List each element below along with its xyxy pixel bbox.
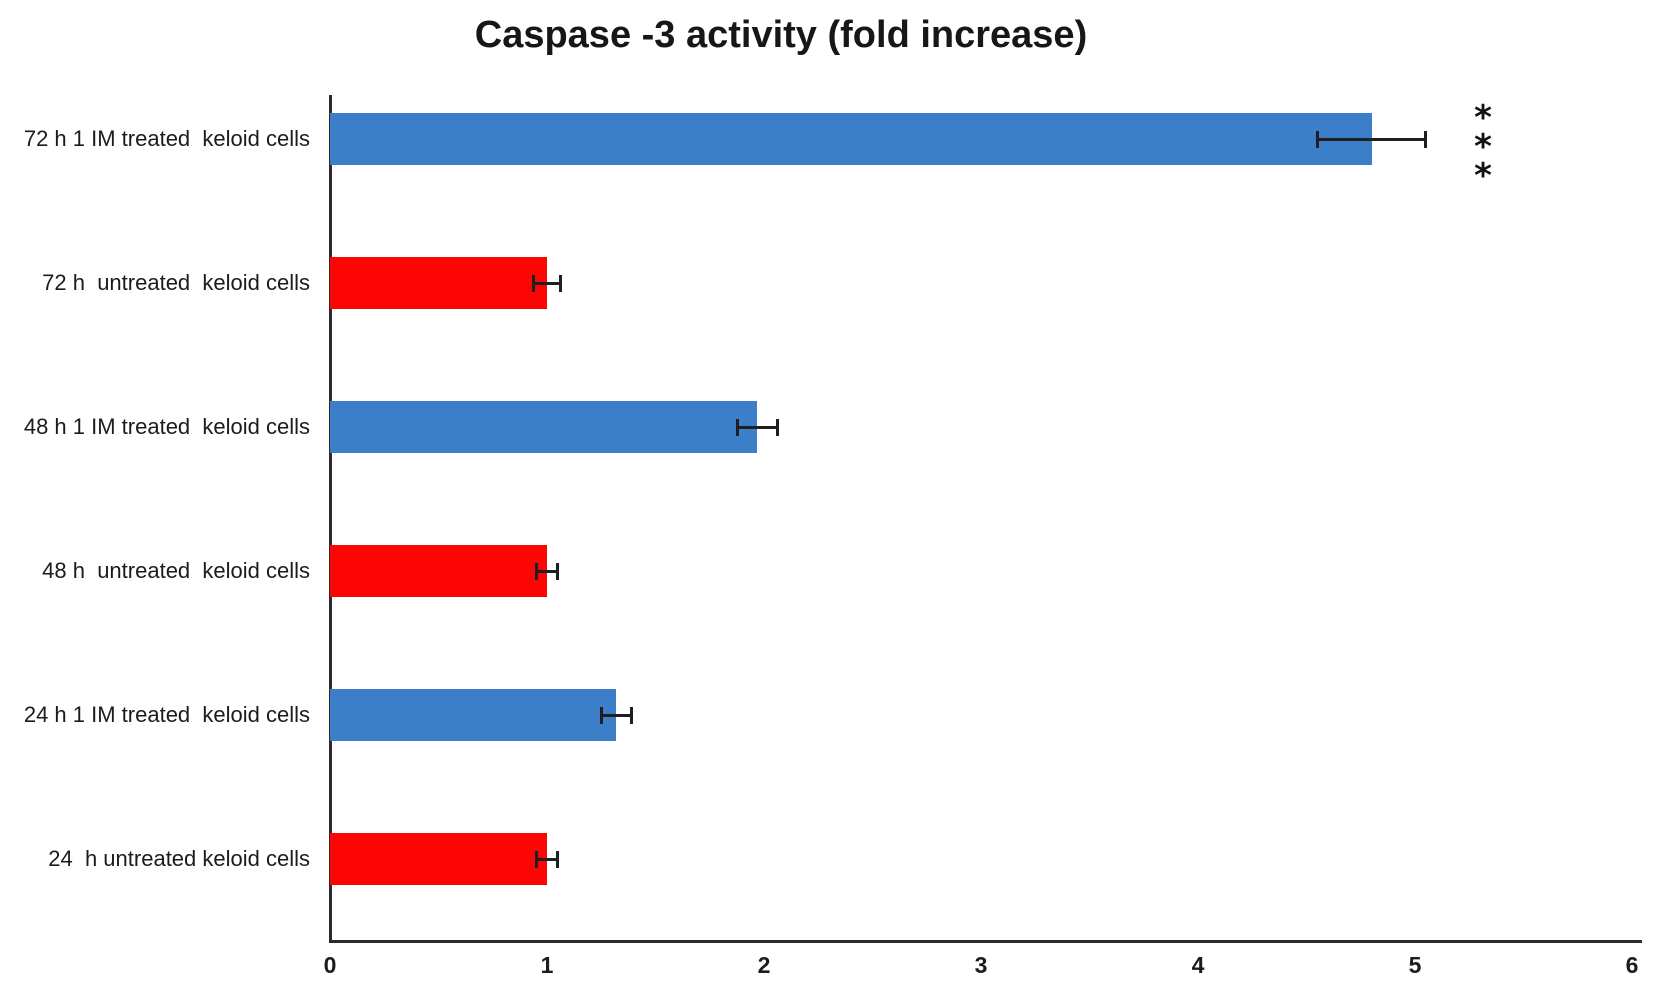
significance-asterisk: * bbox=[1474, 127, 1492, 167]
x-tick-label: 2 bbox=[757, 952, 771, 978]
category-label: 72 h 1 IM treated keloid cells bbox=[23, 126, 310, 151]
error-bar-cap bbox=[775, 418, 779, 436]
bar bbox=[330, 257, 547, 309]
error-bar-line bbox=[601, 713, 632, 717]
error-bar-cap bbox=[1424, 130, 1428, 148]
x-tick-label: 6 bbox=[1625, 952, 1639, 978]
error-bar-cap bbox=[558, 274, 562, 292]
chart-title: Caspase -3 activity (fold increase) bbox=[474, 14, 1088, 56]
bar bbox=[330, 689, 617, 741]
error-bar-cap bbox=[630, 706, 634, 724]
significance-asterisk: * bbox=[1474, 98, 1492, 138]
category-label: 24 h untreated keloid cells bbox=[48, 846, 310, 871]
error-bar-line bbox=[536, 857, 558, 861]
error-bar-cap bbox=[556, 850, 560, 868]
error-bar-cap bbox=[556, 562, 560, 580]
x-tick-label: 1 bbox=[540, 952, 554, 978]
error-bar-cap bbox=[532, 274, 536, 292]
x-axis-line bbox=[329, 940, 1642, 943]
error-bar-line bbox=[536, 569, 558, 573]
category-label: 48 h untreated keloid cells bbox=[42, 558, 310, 583]
error-bar-cap bbox=[599, 706, 603, 724]
bar bbox=[330, 833, 547, 885]
category-label: 48 h 1 IM treated keloid cells bbox=[23, 414, 310, 439]
x-tick-label: 4 bbox=[1191, 952, 1205, 978]
x-tick-label: 5 bbox=[1408, 952, 1422, 978]
error-bar-line bbox=[533, 281, 560, 285]
bar bbox=[330, 113, 1372, 165]
y-axis-line bbox=[329, 95, 332, 943]
error-bar-line bbox=[1317, 137, 1426, 141]
category-label: 72 h untreated keloid cells bbox=[42, 270, 310, 295]
error-bar-cap bbox=[534, 562, 538, 580]
category-label: 24 h 1 IM treated keloid cells bbox=[23, 702, 310, 727]
bar bbox=[330, 401, 758, 453]
significance-asterisk: * bbox=[1474, 156, 1492, 196]
x-tick-label: 0 bbox=[323, 952, 337, 978]
x-tick-label: 3 bbox=[974, 952, 988, 978]
error-bar-line bbox=[737, 425, 777, 429]
error-bar-cap bbox=[534, 850, 538, 868]
bar bbox=[330, 545, 547, 597]
error-bar-cap bbox=[1315, 130, 1319, 148]
error-bar-cap bbox=[736, 418, 740, 436]
